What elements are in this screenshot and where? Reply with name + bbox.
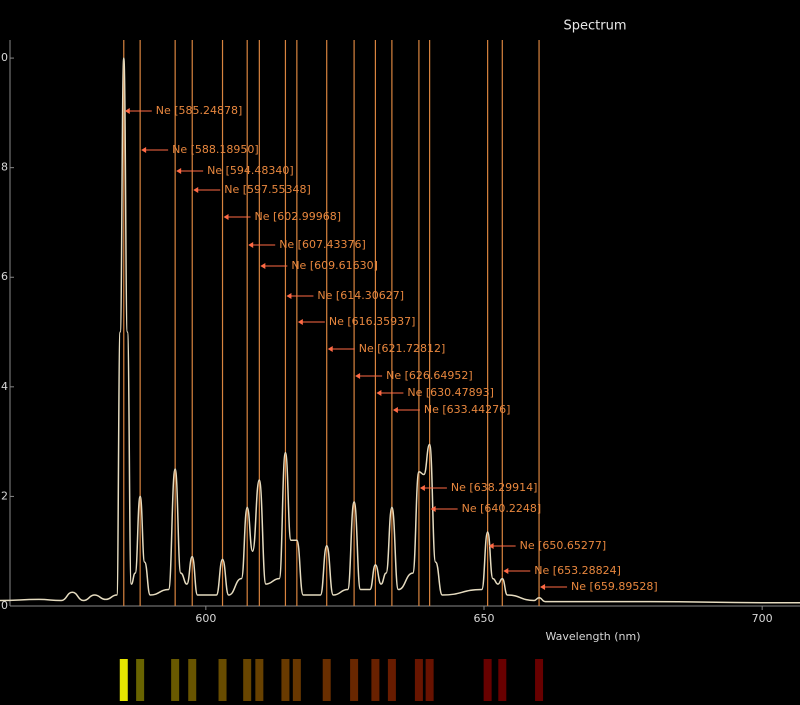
annotation-label: Ne [614.30627] xyxy=(317,289,404,302)
annotation-arrowhead xyxy=(419,485,425,491)
y-tick-label: 0.8 xyxy=(0,161,8,174)
spectrum-band xyxy=(350,659,359,701)
spectrum-band xyxy=(255,659,264,701)
spectrum-band xyxy=(535,659,544,701)
annotation-arrowhead xyxy=(223,214,229,220)
annotation-label: Ne [607.43376] xyxy=(279,238,366,251)
y-tick-label: 1.0 xyxy=(0,51,8,64)
annotation-label: Ne [626.64952] xyxy=(386,369,473,382)
annotation-label: Ne [594.48340] xyxy=(207,164,294,177)
annotation-arrowhead xyxy=(260,263,266,269)
annotation-label: Ne [621.72812] xyxy=(359,342,446,355)
annotation-label: Ne [588.18950] xyxy=(172,143,259,156)
spectrum-band xyxy=(243,659,252,701)
annotation-label: Ne [630.47893] xyxy=(407,386,494,399)
y-tick-label: 0.0 xyxy=(0,599,8,612)
annotation-arrowhead xyxy=(176,168,182,174)
annotation-label: Ne [650.65277] xyxy=(520,539,607,552)
annotation-label: Ne [653.28824] xyxy=(534,564,621,577)
annotation-arrowhead xyxy=(286,293,292,299)
annotation-arrowhead xyxy=(392,407,398,413)
annotation-arrowhead xyxy=(124,108,130,114)
spectrum-band xyxy=(136,659,145,701)
spectrum-band xyxy=(387,659,396,701)
spectrum-band xyxy=(119,659,128,701)
annotation-label: Ne [585.24878] xyxy=(156,104,243,117)
spectrum-band xyxy=(188,659,197,701)
chart-title: Spectrum xyxy=(564,19,627,34)
spectrum-band xyxy=(483,659,492,701)
spectrum-strip xyxy=(0,657,800,705)
spectrum-band xyxy=(371,659,380,701)
spectrum-band xyxy=(171,659,180,701)
x-tick-label: 650 xyxy=(474,612,495,625)
annotation-label: Ne [640.2248] xyxy=(462,502,542,515)
spectrum-band xyxy=(498,659,507,701)
annotation-label: Ne [609.61630] xyxy=(291,259,378,272)
spectrum-band xyxy=(218,659,227,701)
annotation-label: Ne [633.44276] xyxy=(424,403,511,416)
annotation-arrowhead xyxy=(540,584,546,590)
x-tick-label: 700 xyxy=(752,612,773,625)
annotation-arrowhead xyxy=(376,390,382,396)
annotation-arrowhead xyxy=(355,373,361,379)
annotation-arrowhead xyxy=(430,506,436,512)
annotation-arrowhead xyxy=(248,242,254,248)
spectrum-band xyxy=(425,659,434,701)
annotation-arrowhead xyxy=(488,543,494,549)
y-tick-label: 0.2 xyxy=(0,489,8,502)
spectrum-band xyxy=(292,659,301,701)
annotation-arrowhead xyxy=(297,319,303,325)
y-tick-label: 0.4 xyxy=(0,380,8,393)
annotation-arrowhead xyxy=(193,187,199,193)
annotation-arrowhead xyxy=(503,568,509,574)
spectrum-band xyxy=(322,659,331,701)
spectrum-band xyxy=(281,659,290,701)
annotation-label: Ne [638.29914] xyxy=(451,481,538,494)
annotation-arrowhead xyxy=(141,147,147,153)
spectrum-line xyxy=(0,57,800,604)
annotation-label: Ne [602.99968] xyxy=(255,210,342,223)
x-tick-label: 600 xyxy=(195,612,216,625)
annotation-label: Ne [616.35937] xyxy=(329,315,416,328)
annotation-label: Ne [659.89528] xyxy=(571,580,658,593)
annotation-label: Ne [597.55348] xyxy=(224,183,311,196)
spectrum-band xyxy=(414,659,423,701)
x-axis-label: Wavelength (nm) xyxy=(545,630,640,643)
annotation-arrowhead xyxy=(327,346,333,352)
y-tick-label: 0.6 xyxy=(0,270,8,283)
